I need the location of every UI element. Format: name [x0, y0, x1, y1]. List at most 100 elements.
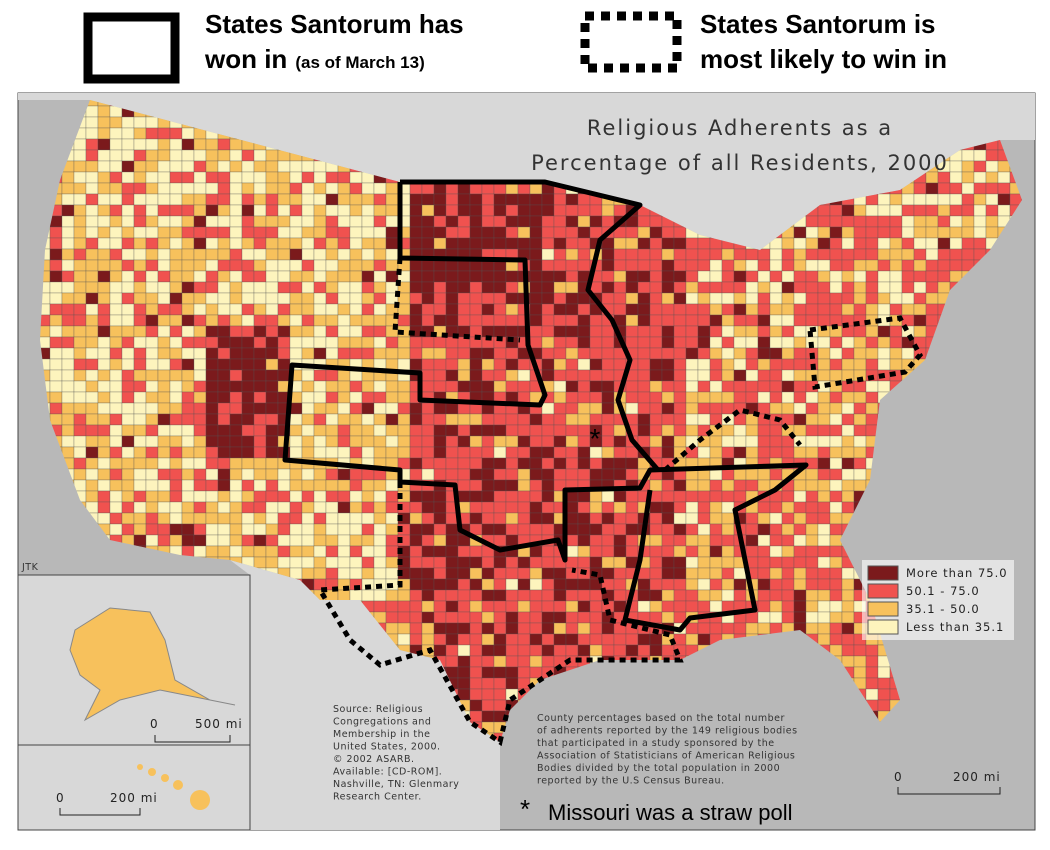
- county-cell: [709, 314, 723, 327]
- county-cell: [637, 215, 651, 228]
- county-cell: [193, 336, 207, 349]
- county-cell: [49, 270, 63, 283]
- county-cell: [505, 589, 519, 602]
- county-cell: [181, 457, 195, 470]
- county-cell: [433, 413, 447, 426]
- county-cell: [601, 215, 615, 228]
- county-cell: [433, 358, 447, 371]
- county-cell: [853, 358, 867, 371]
- county-cell: [805, 578, 819, 591]
- county-cell: [625, 644, 639, 657]
- county-cell: [661, 303, 675, 316]
- county-cell: [649, 391, 663, 404]
- county-cell: [913, 193, 927, 206]
- county-cell: [661, 589, 675, 602]
- county-cell: [313, 193, 327, 206]
- county-cell: [781, 523, 795, 536]
- county-cell: [901, 226, 915, 239]
- county-cell: [577, 314, 591, 327]
- county-cell: [469, 710, 483, 723]
- county-cell: [253, 160, 267, 173]
- county-cell: [757, 391, 771, 404]
- county-cell: [373, 523, 387, 536]
- county-cell: [745, 303, 759, 316]
- county-cell: [157, 490, 171, 503]
- county-cell: [937, 237, 951, 250]
- county-cell: [193, 490, 207, 503]
- county-cell: [253, 226, 267, 239]
- county-cell: [241, 490, 255, 503]
- county-cell: [73, 182, 87, 195]
- county-cell: [349, 589, 363, 602]
- county-cell: [769, 611, 783, 624]
- county-cell: [613, 600, 627, 613]
- county-cell: [265, 435, 279, 448]
- county-cell: [217, 171, 231, 184]
- county-cell: [289, 325, 303, 338]
- county-cell: [85, 468, 99, 481]
- county-cell: [493, 380, 507, 393]
- county-cell: [85, 248, 99, 261]
- county-cell: [181, 545, 195, 558]
- county-cell: [169, 446, 183, 459]
- county-cell: [889, 248, 903, 261]
- county-cell: [529, 259, 543, 272]
- county-cell: [553, 644, 567, 657]
- county-cell: [433, 545, 447, 558]
- county-cell: [685, 578, 699, 591]
- county-cell: [817, 402, 831, 415]
- county-cell: [253, 292, 267, 305]
- county-cell: [589, 644, 603, 657]
- county-cell: [505, 226, 519, 239]
- county-cell: [433, 259, 447, 272]
- county-cell: [61, 237, 75, 250]
- county-cell: [97, 468, 111, 481]
- county-cell: [145, 204, 159, 217]
- county-cell: [409, 468, 423, 481]
- county-cell: [577, 611, 591, 624]
- county-cell: [181, 413, 195, 426]
- county-cell: [289, 501, 303, 514]
- county-cell: [181, 127, 195, 140]
- county-cell: [901, 303, 915, 316]
- county-cell: [721, 336, 735, 349]
- county-cell: [301, 446, 315, 459]
- county-cell: [937, 193, 951, 206]
- county-cell: [901, 347, 915, 360]
- county-cell: [637, 347, 651, 360]
- county-cell: [133, 369, 147, 382]
- county-cell: [481, 655, 495, 668]
- county-cell: [301, 160, 315, 173]
- county-cell: [133, 303, 147, 316]
- county-cell: [133, 479, 147, 492]
- county-cell: [505, 523, 519, 536]
- county-cell: [481, 413, 495, 426]
- county-cell: [925, 303, 939, 316]
- county-cell: [841, 402, 855, 415]
- county-cell: [997, 193, 1011, 206]
- county-cell: [97, 501, 111, 514]
- county-cell: [73, 369, 87, 382]
- county-cell: [445, 193, 459, 206]
- county-cell: [613, 468, 627, 481]
- county-cell: [685, 545, 699, 558]
- county-cell: [433, 237, 447, 250]
- county-cell: [193, 446, 207, 459]
- county-cell: [61, 182, 75, 195]
- county-cell: [673, 237, 687, 250]
- county-cell: [277, 556, 291, 569]
- county-cell: [517, 556, 531, 569]
- county-cell: [229, 347, 243, 360]
- county-cell: [325, 424, 339, 437]
- county-cell: [229, 523, 243, 536]
- county-cell: [529, 468, 543, 481]
- county-cell: [157, 424, 171, 437]
- county-cell: [349, 314, 363, 327]
- county-cell: [421, 545, 435, 558]
- county-cell: [817, 457, 831, 470]
- county-cell: [493, 226, 507, 239]
- county-cell: [325, 589, 339, 602]
- county-cell: [73, 281, 87, 294]
- county-cell: [205, 204, 219, 217]
- county-cell: [121, 215, 135, 228]
